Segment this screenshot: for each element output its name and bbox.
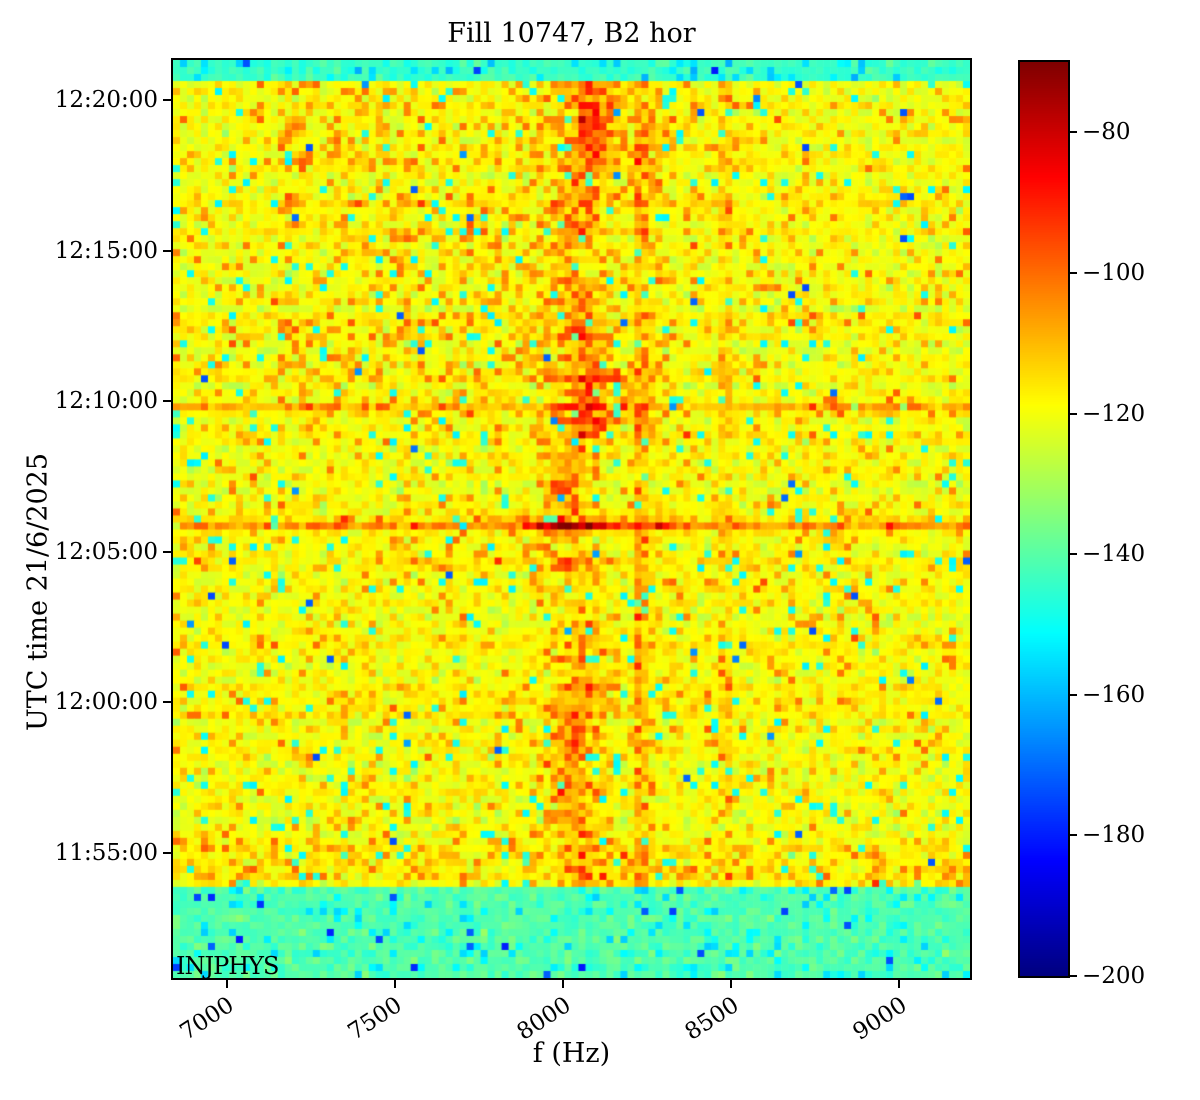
x-axis-label: f (Hz) [532,1038,611,1069]
colorbar-tick-mark [1070,553,1077,556]
colorbar-tick-mark [1070,693,1077,696]
colorbar-tick-label: −160 [1082,681,1146,708]
y-tick-label: 12:05:00 [54,538,158,565]
colorbar [1018,60,1070,978]
y-tick-label: 12:15:00 [54,237,158,264]
y-tick-mark [163,851,171,854]
colorbar-tick-label: −140 [1082,541,1146,568]
y-tick-label: 11:55:00 [54,839,158,866]
colorbar-gradient-canvas [1020,62,1068,976]
plot-area: INJPHYS [171,58,972,980]
colorbar-tick-label: −100 [1082,259,1146,286]
y-tick-label: 12:20:00 [54,87,158,114]
x-tick-mark [898,980,901,988]
colorbar-tick-mark [1070,412,1077,415]
spectrogram-heatmap-canvas [173,60,970,978]
colorbar-tick-label: −180 [1082,822,1146,849]
y-tick-mark [163,701,171,704]
colorbar-tick-label: −80 [1082,119,1131,146]
x-tick-mark [225,980,228,988]
colorbar-tick-label: −120 [1082,400,1146,427]
y-tick-mark [163,550,171,553]
y-tick-mark [163,99,171,102]
chart-title: Fill 10747, B2 hor [447,18,696,49]
x-tick-mark [393,980,396,988]
colorbar-tick-mark [1070,834,1077,837]
y-tick-mark [163,400,171,403]
colorbar-tick-label: −200 [1082,963,1146,989]
y-tick-label: 12:00:00 [54,689,158,716]
x-tick-mark [562,980,565,988]
x-tick-mark [730,980,733,988]
y-tick-label: 12:10:00 [54,388,158,415]
colorbar-tick-mark [1070,975,1077,977]
beam-mode-annotation: INJPHYS [176,952,279,980]
y-tick-mark [163,249,171,252]
colorbar-tick-mark [1070,131,1077,134]
colorbar-tick-mark [1070,271,1077,274]
